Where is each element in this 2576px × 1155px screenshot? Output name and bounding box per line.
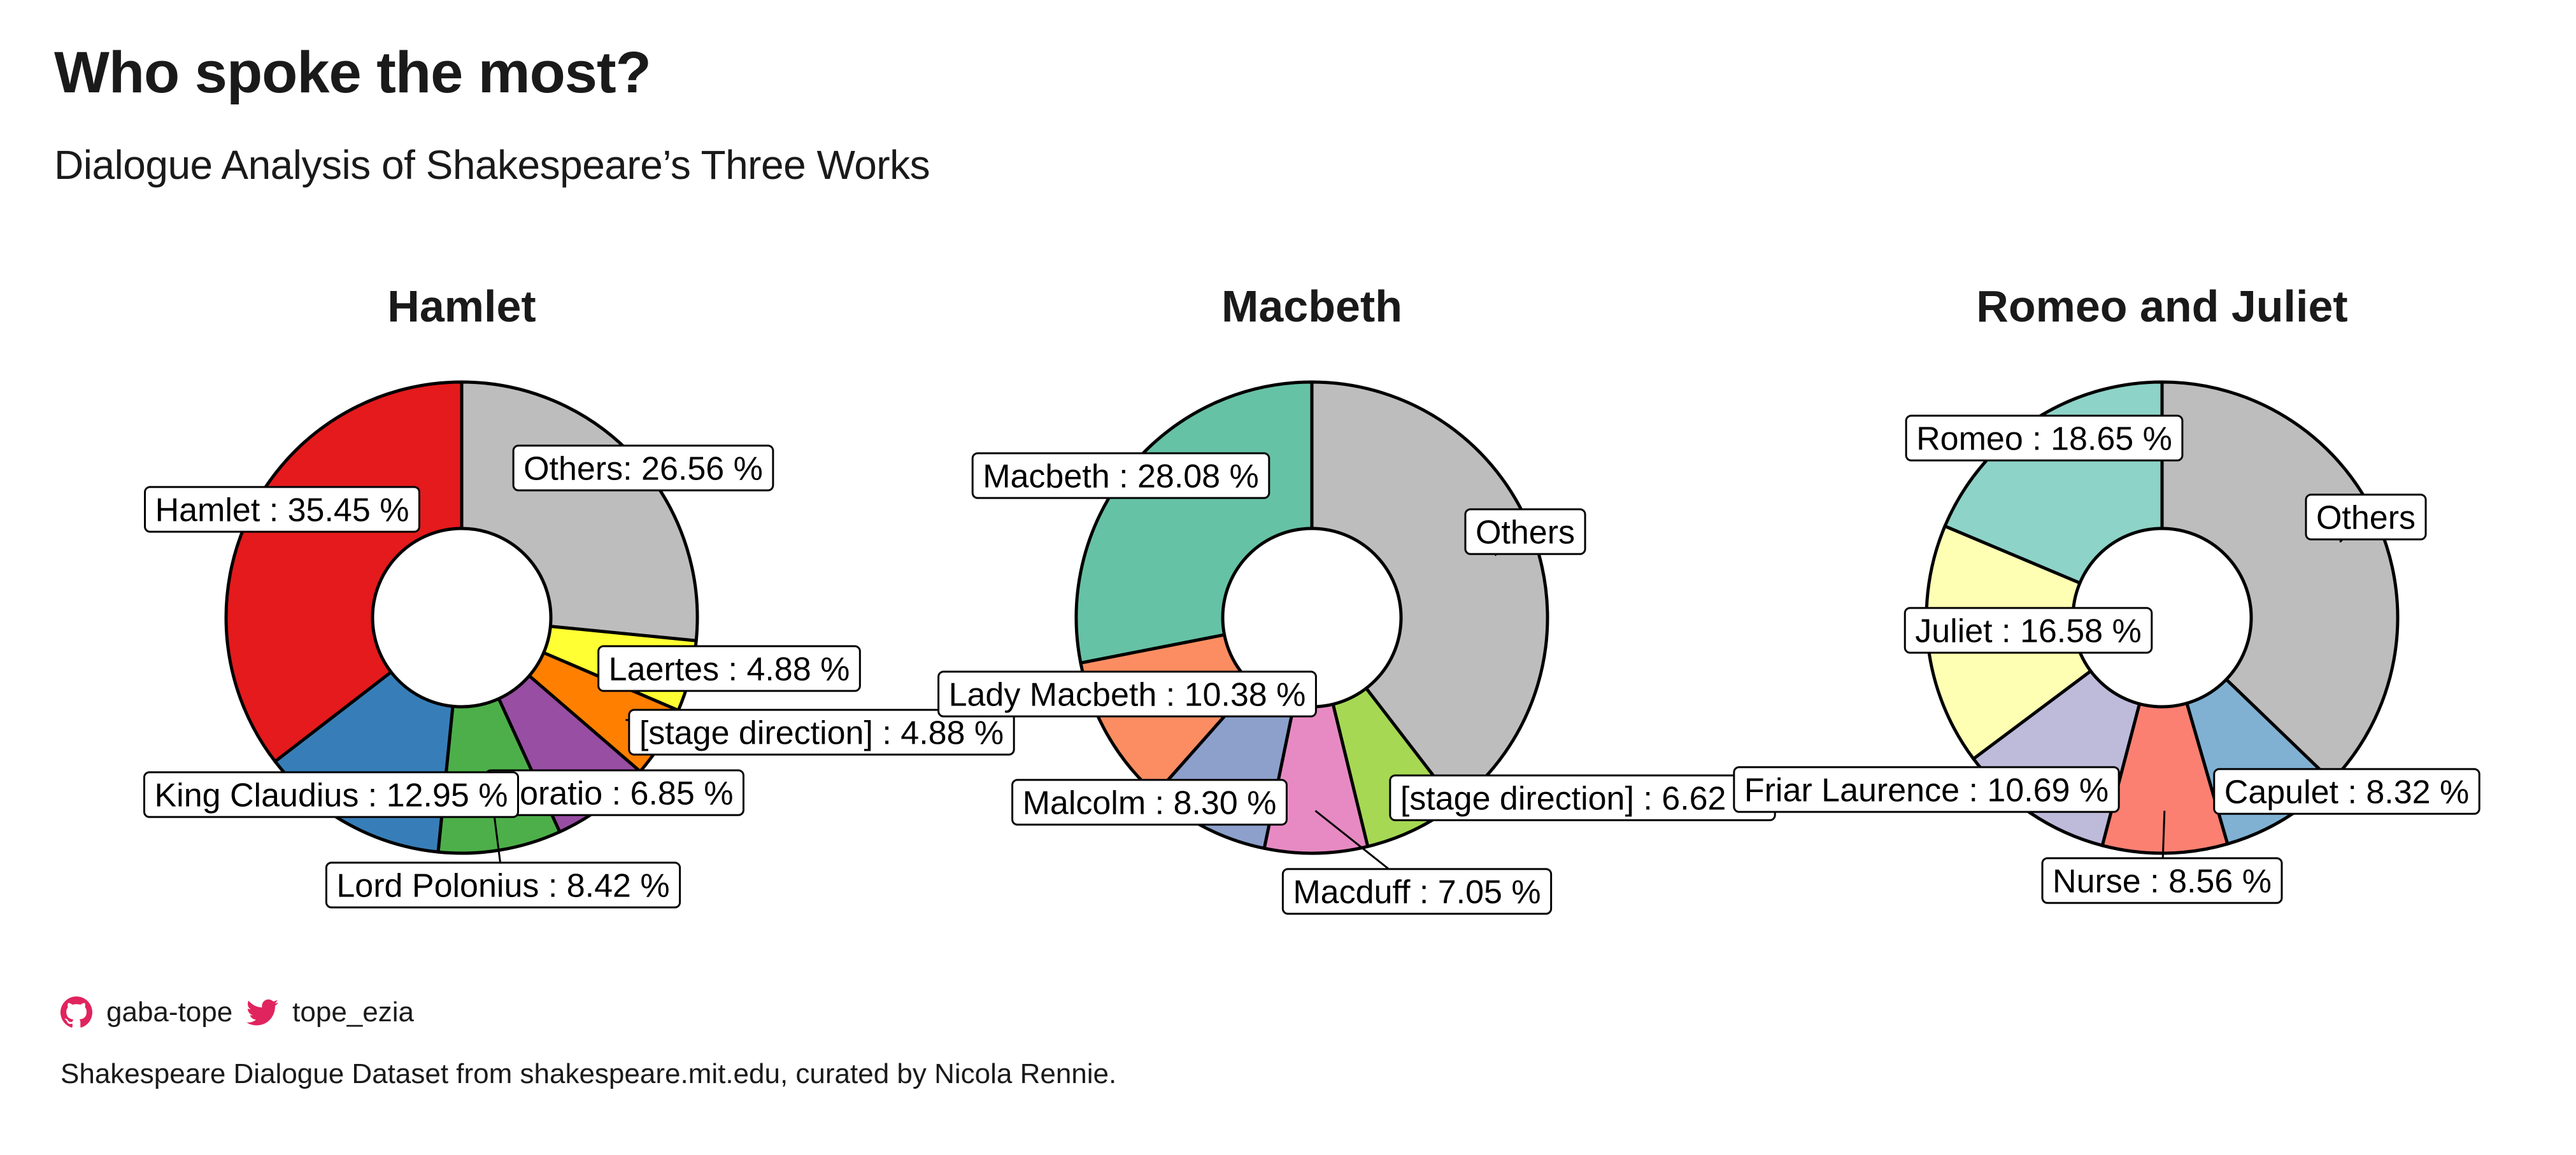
label-box <box>1904 607 2153 654</box>
slice-label-malcolm: Malcolm : 8.30 % <box>1011 779 1288 826</box>
label-box <box>144 486 420 533</box>
label-text: [stage direction] : 6.62 % <box>1400 781 1765 818</box>
label-text: Lord Polonius : 8.42 % <box>336 868 669 905</box>
slice-label-others: Others <box>1464 508 1586 556</box>
label-text: Others <box>2316 500 2416 537</box>
page-subtitle: Dialogue Analysis of Shakespeare’s Three… <box>54 142 930 188</box>
label-text: Capulet : 8.32 % <box>2224 774 2469 811</box>
label-text: [stage direction] : 4.88 % <box>639 715 1004 752</box>
label-box <box>971 452 1270 499</box>
github-handle[interactable]: gaba-tope <box>106 996 233 1028</box>
label-text: King Claudius : 12.95 % <box>154 777 508 814</box>
label-box <box>597 645 861 692</box>
label-box <box>937 670 1317 718</box>
slice-label-friar-laurence: Friar Laurence : 10.69 % <box>1733 766 2120 813</box>
slice-label-romeo: Romeo : 18.65 % <box>1905 415 2184 462</box>
social-handles: gaba-tope tope_ezia <box>60 996 414 1028</box>
label-text: Laertes : 4.88 % <box>609 651 850 688</box>
slice-label-others: Others <box>2305 493 2427 543</box>
source-caption: Shakespeare Dialogue Dataset from shakes… <box>60 1058 1117 1089</box>
slice-label-stage-direction: [stage direction] : 4.88 % <box>625 709 1015 756</box>
slice-label-lord-polonius: Lord Polonius : 8.42 % <box>325 808 681 909</box>
label-text: Horatio : 6.85 % <box>496 776 734 812</box>
label-box <box>1733 766 2120 813</box>
label-text: Juliet : 16.58 % <box>1915 613 2142 650</box>
label-text: Lady Macbeth : 10.38 % <box>949 677 1306 714</box>
donut-chart-macbeth: Macbeth Others [stage direction] : 6.62 % M… <box>937 281 1776 915</box>
label-box <box>2213 768 2480 815</box>
slice-label-lady-macbeth: Lady Macbeth : 10.38 % <box>937 670 1317 718</box>
label-box <box>1011 779 1288 826</box>
donut-hole <box>371 527 553 709</box>
slice-label-laertes: Laertes : 4.88 % <box>597 645 861 692</box>
slice-label-nurse: Nurse : 8.56 % <box>2041 811 2283 904</box>
label-box <box>143 771 520 818</box>
label-text: Macbeth : 28.08 % <box>983 458 1259 495</box>
label-box <box>2305 493 2427 541</box>
label-box <box>1905 415 2184 462</box>
chart-title: Hamlet <box>387 281 536 331</box>
slice-label-juliet: Juliet : 16.58 % <box>1904 607 2153 654</box>
slice-label-horatio: Horatio : 6.85 % <box>485 769 744 816</box>
slice-label-macduff: Macduff : 7.05 % <box>1281 810 1553 915</box>
label-box <box>512 444 774 492</box>
slice-label-capulet: Capulet : 8.32 % <box>2213 768 2480 815</box>
chart-title: Romeo and Juliet <box>1976 281 2347 331</box>
slice-label-hamlet: Hamlet : 35.45 % <box>144 486 420 533</box>
chart-title: Macbeth <box>1221 281 1402 331</box>
slice-label-others: Others: 26.56 % <box>512 444 774 492</box>
twitter-icon-path <box>246 999 279 1026</box>
page-title: Who spoke the most? <box>54 40 651 105</box>
twitter-icon[interactable] <box>246 996 279 1028</box>
label-text: Nurse : 8.56 % <box>2053 863 2272 900</box>
label-box <box>1281 868 1553 915</box>
label-box <box>325 861 681 909</box>
donut-chart-hamlet: Hamlet Others: 26.56 % Laertes : 4.88 % [st… <box>143 281 1015 909</box>
slice-label-stage-direction: [stage direction] : 6.62 % <box>1389 774 1776 821</box>
label-box <box>2041 857 2283 904</box>
label-text: Hamlet : 35.45 % <box>155 492 409 529</box>
github-icon[interactable] <box>60 996 92 1028</box>
label-box <box>1464 508 1586 555</box>
slice-label-macbeth: Macbeth : 28.08 % <box>971 452 1270 499</box>
slice-nurse <box>2100 616 2230 855</box>
slice-label-king-claudius: King Claudius : 12.95 % <box>143 771 520 818</box>
label-text: Others <box>1476 514 1575 551</box>
donut-chart-romeo-and-juliet: Romeo and Juliet Others Capulet : 8.32 % Nu… <box>1733 281 2480 904</box>
twitter-handle[interactable]: tope_ezia <box>292 996 414 1028</box>
github-icon-path <box>60 996 92 1028</box>
label-text: Macduff : 7.05 % <box>1293 874 1541 911</box>
label-text: Romeo : 18.65 % <box>1916 421 2172 458</box>
label-box <box>628 709 1015 756</box>
label-text: Malcolm : 8.30 % <box>1023 785 1277 822</box>
label-text: Friar Laurence : 10.69 % <box>1744 772 2109 809</box>
label-text: Others: 26.56 % <box>523 451 763 488</box>
